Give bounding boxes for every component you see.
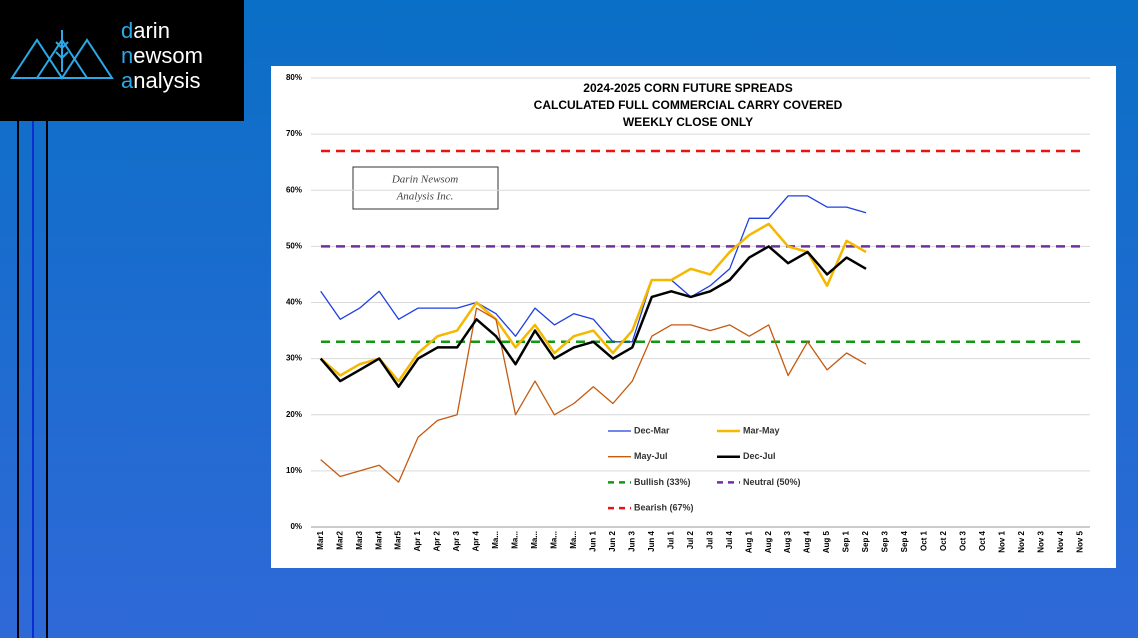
y-tick-label: 10% [286,466,302,475]
x-tick-label: Mar4 [374,530,383,549]
y-tick-label: 70% [286,129,302,138]
annotation: Darin Newsom [391,174,458,186]
x-tick-label: Sep 1 [842,530,851,552]
x-tick-label: Aug 5 [822,530,831,553]
x-tick-label: Ma... [569,531,578,549]
x-tick-label: Jul 3 [705,530,714,549]
x-tick-label: Apr 4 [472,530,481,551]
x-tick-label: Nov 1 [997,530,1006,552]
x-tick-label: Jul 1 [666,530,675,549]
x-tick-label: Mar2 [335,530,344,549]
logo-icon [10,30,114,80]
x-tick-label: Nov 4 [1056,530,1065,552]
x-tick-label: Jun 4 [647,530,656,551]
x-tick-label: Jun 2 [608,530,617,551]
x-tick-label: Oct 1 [920,530,929,551]
x-tick-label: Aug 2 [764,530,773,553]
chart-panel [271,66,1116,568]
logo-text: analysis [121,68,201,93]
y-tick-label: 20% [286,410,302,419]
annotation: Analysis Inc. [396,191,454,203]
legend-label: Mar-May [743,425,780,435]
y-tick-label: 50% [286,241,302,250]
x-tick-label: Aug 1 [744,530,753,553]
legend-label: Dec-Jul [743,451,776,461]
series-line [320,195,867,343]
x-tick-label: Sep 4 [900,530,909,552]
y-tick-label: 40% [286,298,302,307]
x-tick-label: Ma... [511,531,520,549]
x-tick-label: Oct 3 [959,530,968,551]
x-tick-label: Oct 2 [939,530,948,551]
x-tick-label: Sep 3 [881,530,890,552]
logo-text: newsom [121,43,203,68]
series-line [319,222,867,383]
x-tick-label: Ma... [491,531,500,549]
series-line [319,245,867,388]
x-tick-label: Jul 2 [686,530,695,549]
annotation-box [352,166,499,210]
series-line [320,307,867,483]
x-tick-label: Jun 3 [627,530,636,551]
x-tick-label: Apr 3 [452,530,461,551]
x-tick-label: Mar3 [355,530,364,549]
legend-label: May-Jul [634,451,668,461]
x-tick-label: Aug 3 [783,530,792,553]
logo-text: darin [121,18,170,43]
x-tick-label: Jun 1 [588,530,597,551]
x-tick-label: Nov 2 [1017,530,1026,552]
x-tick-label: Nov 5 [1075,530,1084,552]
legend-label: Bullish (33%) [634,477,691,487]
y-tick-label: 60% [286,185,302,194]
legend-label: Bearish (67%) [634,502,694,512]
y-tick-label: 0% [290,522,302,531]
x-tick-label: Jul 4 [725,530,734,549]
legend-label: Neutral (50%) [743,477,801,487]
x-tick-label: Apr 2 [433,530,442,551]
x-tick-label: Nov 3 [1036,530,1045,552]
legend-label: Dec-Mar [634,425,670,435]
y-tick-label: 30% [286,354,302,363]
chart-title: WEEKLY CLOSE ONLY [623,115,753,129]
logo-box [0,0,244,121]
x-tick-label: Ma... [550,531,559,549]
x-tick-label: Aug 4 [803,530,812,553]
x-tick-label: Ma... [530,531,539,549]
chart-title: 2024-2025 CORN FUTURE SPREADS [583,81,792,95]
chart-title: CALCULATED FULL COMMERCIAL CARRY COVERED [534,98,843,112]
y-tick-label: 80% [286,73,302,82]
x-tick-label: Mar1 [316,530,325,549]
x-tick-label: Mar5 [394,530,403,549]
x-tick-label: Sep 2 [861,530,870,552]
x-tick-label: Apr 1 [413,530,422,551]
x-tick-label: Oct 4 [978,530,987,551]
